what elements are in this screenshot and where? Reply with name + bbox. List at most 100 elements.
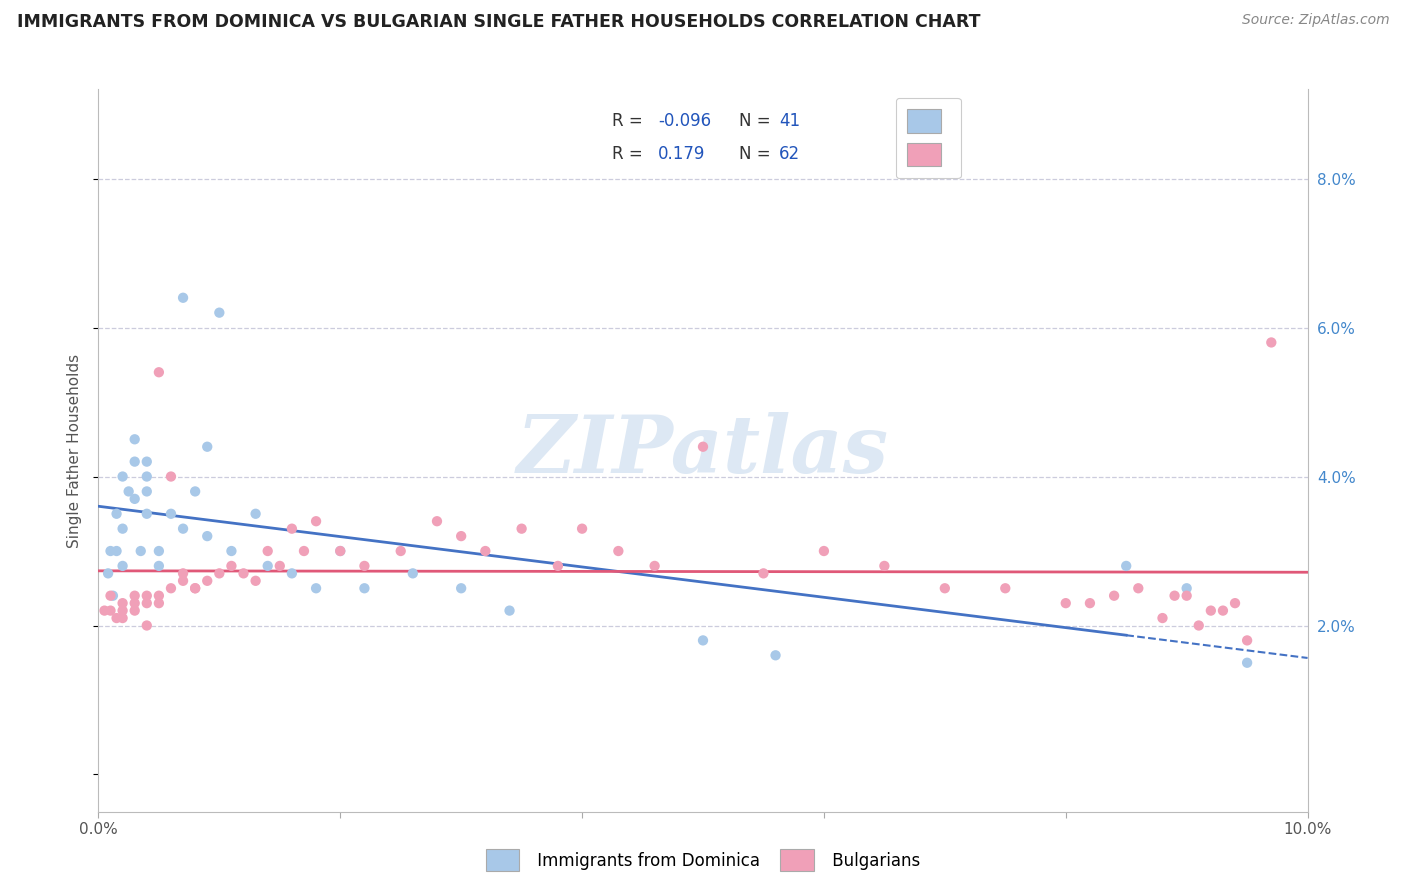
Point (1115, 558, 1137, 573)
Point (105, 507, 128, 521)
Point (172, 574, 194, 588)
Point (160, 507, 183, 521)
Point (135, 618, 157, 632)
Point (1236, 633, 1258, 648)
Point (1078, 596, 1101, 610)
Point (124, 596, 146, 610)
Point (1223, 596, 1246, 610)
Point (148, 558, 170, 573)
Point (329, 544, 352, 558)
Point (111, 522, 134, 536)
Point (124, 491, 146, 506)
Text: -0.096: -0.096 (658, 112, 711, 130)
Point (692, 440, 714, 454)
Y-axis label: Single Father Households: Single Father Households (67, 353, 83, 548)
Point (813, 544, 835, 558)
Point (135, 507, 157, 521)
Point (426, 514, 449, 528)
Point (1163, 589, 1185, 603)
Point (474, 544, 496, 558)
Point (752, 566, 775, 581)
Point (148, 596, 170, 610)
Point (100, 589, 122, 603)
Point (510, 522, 533, 536)
Point (101, 589, 124, 603)
Point (256, 544, 278, 558)
Point (221, 544, 243, 558)
Point (1152, 611, 1174, 625)
Point (111, 596, 134, 610)
Point (124, 455, 146, 469)
Point (389, 544, 412, 558)
Point (305, 581, 328, 595)
Point (124, 589, 146, 603)
Point (195, 440, 218, 454)
Point (148, 365, 170, 379)
Point (281, 522, 304, 536)
Point (245, 574, 267, 588)
Point (1175, 589, 1198, 603)
Point (256, 558, 278, 573)
Point (184, 484, 207, 499)
Text: 41: 41 (779, 112, 800, 130)
Point (873, 558, 896, 573)
Point (1188, 618, 1211, 632)
Point (124, 604, 146, 618)
Text: N =: N = (740, 112, 770, 130)
Point (1212, 604, 1234, 618)
Point (135, 455, 157, 469)
Point (934, 581, 956, 595)
Point (221, 558, 243, 573)
Point (105, 544, 128, 558)
Point (232, 566, 254, 581)
Point (124, 432, 146, 446)
Text: N =: N = (740, 145, 770, 163)
Point (160, 581, 183, 595)
Text: R =: R = (613, 112, 643, 130)
Point (208, 566, 231, 581)
Text: 62: 62 (779, 145, 800, 163)
Point (100, 544, 122, 558)
Point (172, 566, 194, 581)
Point (100, 604, 122, 618)
Point (195, 529, 218, 543)
Point (281, 566, 304, 581)
Point (353, 581, 375, 595)
Point (498, 604, 520, 618)
Point (111, 469, 134, 483)
Point (97, 566, 120, 581)
Point (172, 291, 194, 305)
Point (135, 469, 157, 483)
Point (148, 589, 170, 603)
Point (135, 589, 157, 603)
Point (547, 558, 569, 573)
Point (1199, 604, 1222, 618)
Point (111, 611, 134, 625)
Point (450, 529, 472, 543)
Text: R =: R = (613, 145, 643, 163)
Point (644, 558, 666, 573)
Point (111, 604, 134, 618)
Point (402, 566, 425, 581)
Point (1102, 589, 1125, 603)
Point (118, 484, 141, 499)
Text: IMMIGRANTS FROM DOMINICA VS BULGARIAN SINGLE FATHER HOUSEHOLDS CORRELATION CHART: IMMIGRANTS FROM DOMINICA VS BULGARIAN SI… (17, 13, 980, 31)
Legend:  Immigrants from Dominica,  Bulgarians: Immigrants from Dominica, Bulgarians (478, 841, 928, 880)
Point (184, 581, 207, 595)
Point (160, 469, 183, 483)
Point (129, 544, 152, 558)
Point (269, 558, 291, 573)
Point (1175, 581, 1198, 595)
Point (195, 574, 218, 588)
Point (305, 514, 328, 528)
Point (135, 484, 157, 499)
Point (571, 522, 593, 536)
Text: Source: ZipAtlas.com: Source: ZipAtlas.com (1241, 13, 1389, 28)
Point (1260, 335, 1282, 350)
Point (1054, 596, 1077, 610)
Point (148, 544, 170, 558)
Point (93, 604, 115, 618)
Point (450, 581, 472, 595)
Point (994, 581, 1017, 595)
Point (692, 633, 714, 648)
